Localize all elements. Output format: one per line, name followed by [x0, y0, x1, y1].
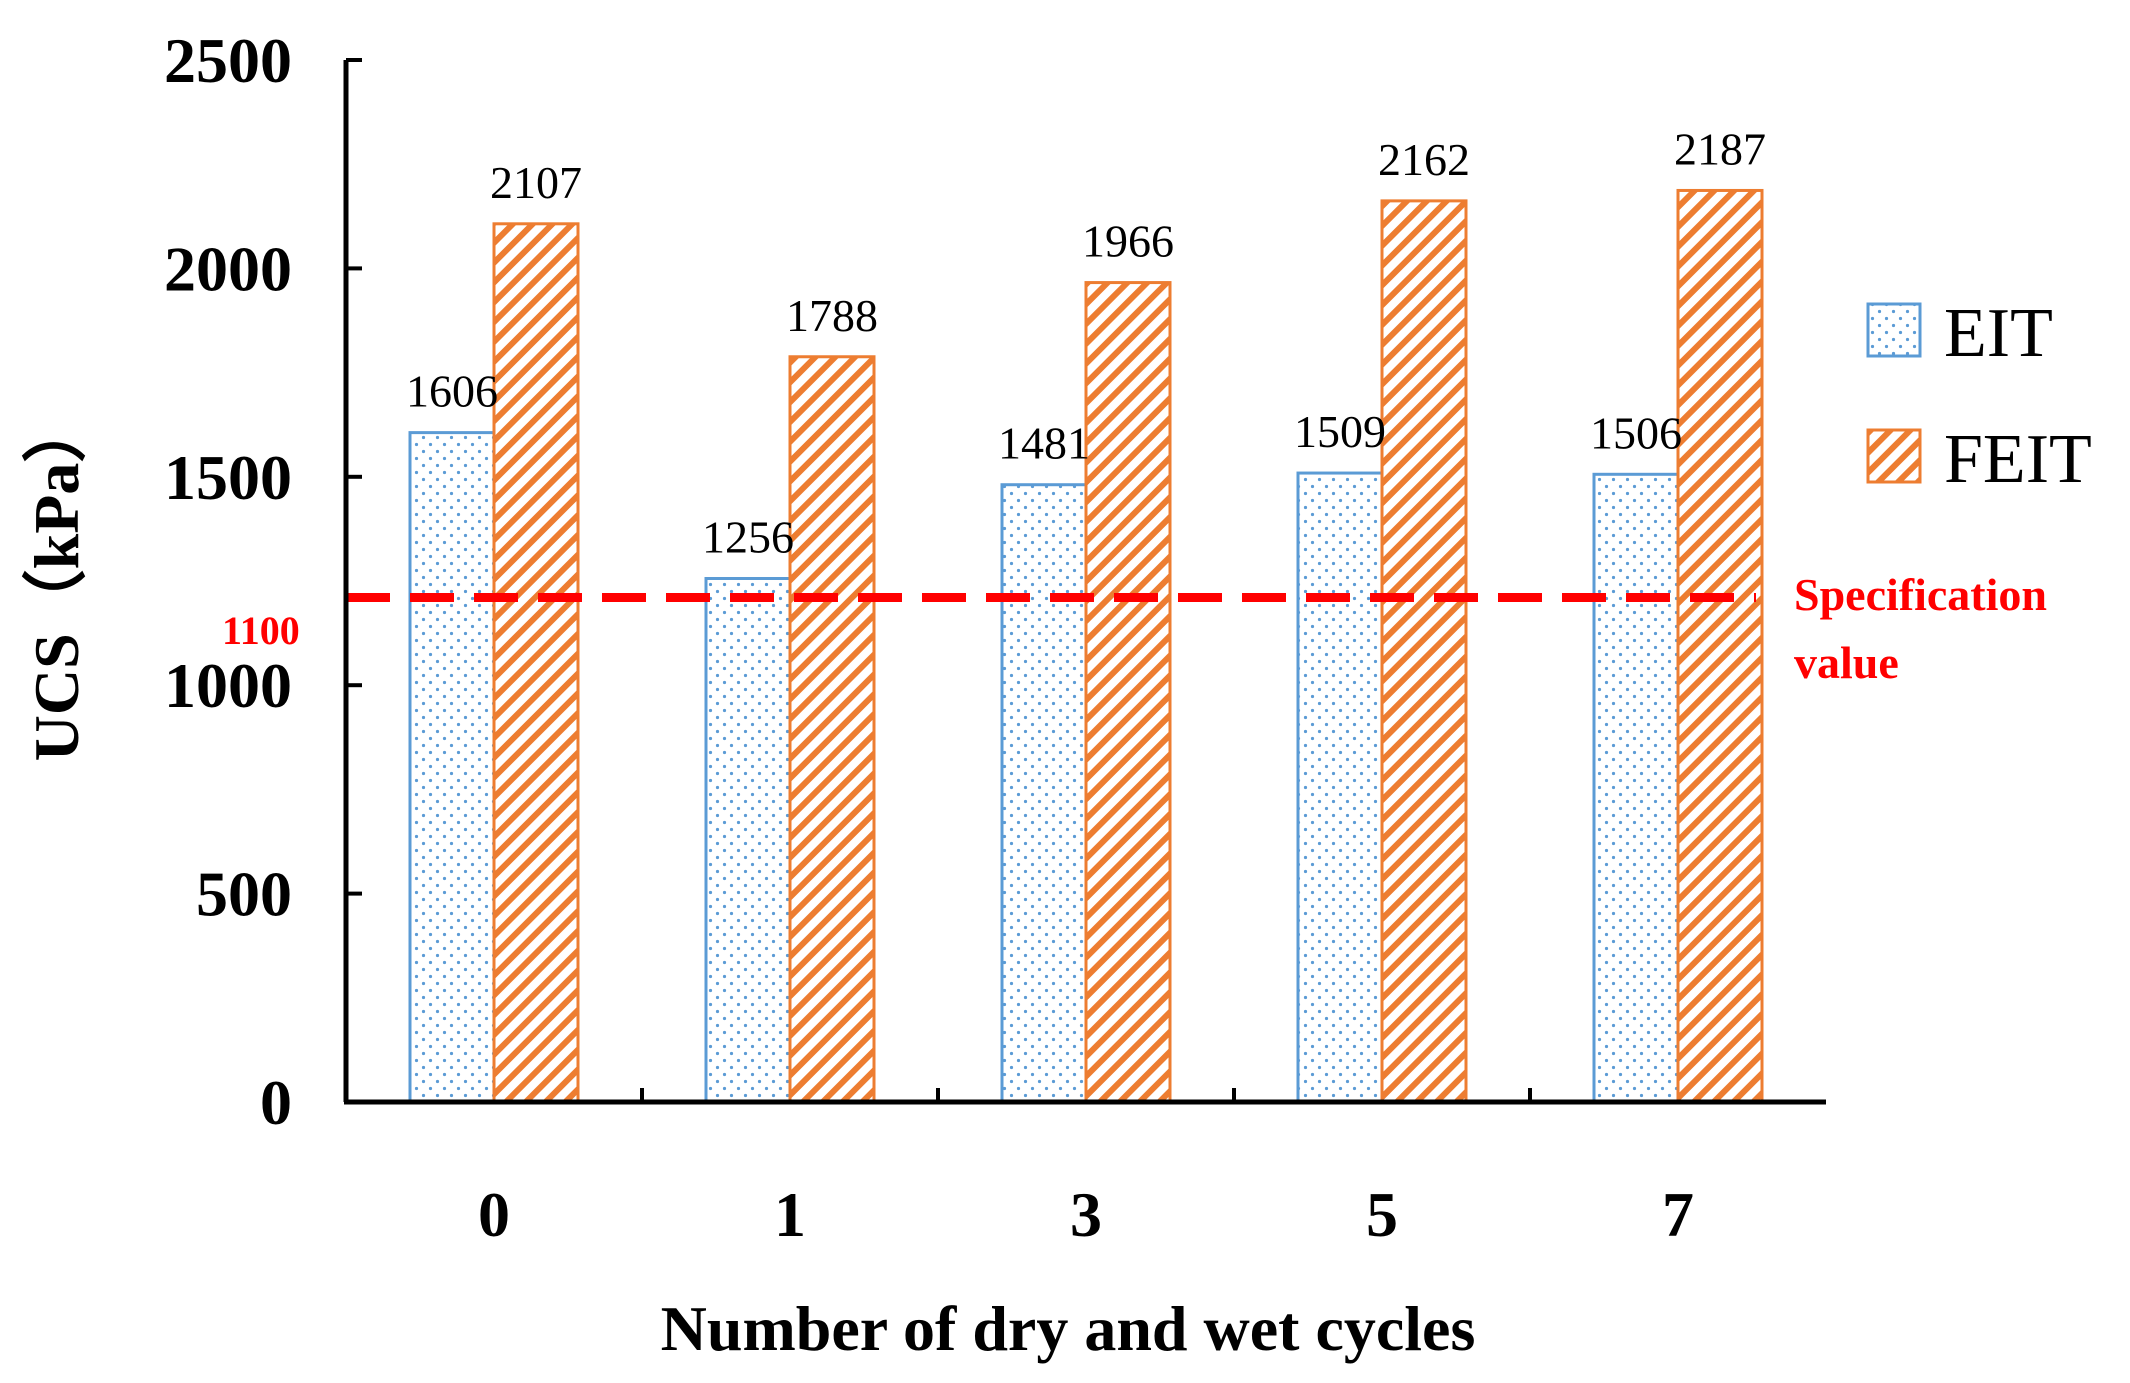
bars-layer [408, 188, 1764, 1104]
data-label-feit-3: 1966 [1082, 216, 1174, 267]
legend-label-eit: EIT [1944, 295, 2053, 372]
y-axis-title: UCS（kPa） [21, 399, 92, 762]
y-tick-label: 500 [196, 859, 292, 930]
bar-eit-0 [408, 431, 496, 1104]
bar-feit-5 [1380, 199, 1468, 1104]
data-label-eit-0: 1606 [406, 366, 498, 417]
legend-swatch-feit [1866, 428, 1922, 484]
bar-feit-7 [1676, 188, 1764, 1104]
y-tick-label: 0 [260, 1067, 292, 1138]
data-label-feit-0: 2107 [490, 157, 582, 208]
reference-value-label: 1100 [222, 608, 300, 653]
bar-feit-0 [492, 222, 580, 1104]
x-ticks: 0 1 3 5 7 [478, 1088, 1694, 1250]
x-tick-label: 0 [478, 1179, 510, 1250]
y-tick-label: 1500 [164, 442, 292, 513]
legend-label-feit: FEIT [1944, 421, 2092, 498]
x-tick-label: 5 [1366, 1179, 1398, 1250]
data-labels-layer: 1606 2107 1256 1788 1481 1966 1509 2162 1506 2187 [406, 123, 1766, 562]
y-tick-label: 2500 [164, 25, 292, 96]
legend: EIT FEIT [1866, 295, 2092, 498]
bar-feit-3 [1084, 281, 1172, 1104]
y-tick-label: 1000 [164, 650, 292, 721]
x-axis-title: Number of dry and wet cycles [661, 1293, 1476, 1364]
data-label-eit-7: 1506 [1590, 407, 1682, 458]
data-label-feit-1: 1788 [786, 290, 878, 341]
data-label-feit-5: 2162 [1378, 134, 1470, 185]
reference-label-line1: Specification [1794, 569, 2047, 620]
reference-label-line2: value [1794, 637, 1899, 688]
legend-swatch-eit [1866, 302, 1922, 358]
x-tick-label: 3 [1070, 1179, 1102, 1250]
data-label-eit-3: 1481 [998, 418, 1090, 469]
y-ticks: 0 500 1000 1500 2000 2500 [164, 25, 362, 1138]
bar-eit-7 [1592, 472, 1680, 1104]
x-tick-label: 1 [774, 1179, 806, 1250]
data-label-eit-5: 1509 [1294, 406, 1386, 457]
y-tick-label: 2000 [164, 233, 292, 304]
bar-eit-5 [1296, 471, 1384, 1104]
bar-eit-1 [704, 576, 792, 1104]
data-label-eit-1: 1256 [702, 511, 794, 562]
bar-feit-1 [788, 355, 876, 1104]
axes-layer [343, 60, 1826, 1105]
x-tick-label: 7 [1662, 1179, 1694, 1250]
bar-eit-3 [1000, 483, 1088, 1104]
data-label-feit-7: 2187 [1674, 123, 1766, 174]
